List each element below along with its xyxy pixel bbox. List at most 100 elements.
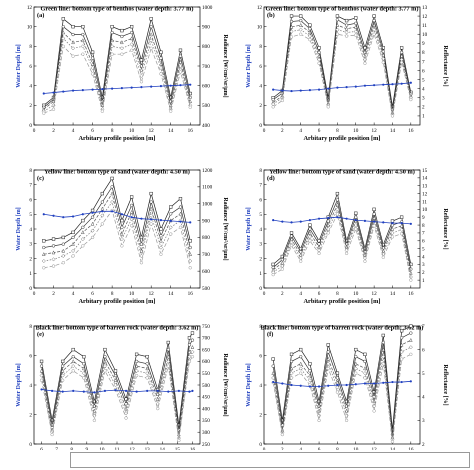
series-point: [177, 438, 181, 443]
y-tick-label: 4: [29, 83, 32, 89]
series-line: [43, 185, 191, 248]
water-depth-point: [409, 222, 412, 225]
series-point: [409, 331, 413, 335]
x-tick-label: 4: [72, 291, 75, 297]
water-depth-point: [382, 381, 385, 384]
y2-tick-label: 1: [422, 278, 425, 284]
series-line: [272, 198, 412, 270]
series-point: [71, 32, 75, 37]
water-depth-point: [130, 86, 133, 89]
series-point: [344, 251, 349, 256]
series-point: [113, 377, 118, 382]
series-point: [308, 362, 312, 366]
series-line: [272, 208, 412, 278]
series-point: [82, 376, 86, 380]
y-tick-label: 3: [259, 242, 262, 248]
series-point: [166, 364, 170, 368]
series-line: [41, 356, 193, 441]
series-point: [90, 61, 95, 66]
series-point: [149, 38, 154, 43]
series-point: [289, 243, 294, 248]
series-point: [335, 27, 340, 32]
x-tick-label: 4: [299, 291, 302, 297]
series-point: [372, 32, 376, 36]
series-point: [190, 349, 195, 355]
water-depth-point: [156, 389, 159, 392]
series-point: [61, 364, 65, 368]
series-point: [308, 373, 312, 378]
y2-tick-label: 7: [422, 324, 425, 330]
y2-tick-label: 6: [422, 68, 425, 74]
series-point: [110, 38, 114, 43]
series-point: [139, 253, 144, 259]
water-depth-point: [111, 87, 114, 90]
panel-d: Yellow line: bottom type of sand (water …: [246, 168, 448, 305]
series-point: [372, 14, 376, 18]
water-depth-point: [140, 217, 143, 220]
series-point: [187, 343, 192, 347]
series-point: [90, 221, 95, 226]
x-axis-label: Arbitary profile position [m]: [78, 298, 155, 305]
series-point: [51, 250, 56, 255]
y2-tick-label: 2: [422, 105, 425, 111]
series-point: [354, 21, 358, 25]
series-point: [124, 406, 128, 411]
series-point: [178, 211, 183, 216]
y-tick-label: 0: [29, 286, 32, 292]
water-depth-point: [101, 210, 104, 213]
y2-tick-label: 5: [422, 77, 425, 83]
series-point: [90, 215, 95, 219]
series-point: [335, 202, 340, 207]
series-point: [178, 59, 183, 64]
x-tick-label: 2: [281, 128, 284, 134]
y2-tick-label: 14: [422, 176, 428, 182]
y2-tick-label: 600: [202, 269, 210, 275]
water-depth-point: [62, 216, 65, 219]
water-depth-point: [400, 222, 403, 225]
series-point: [363, 376, 367, 380]
series-point: [289, 19, 294, 24]
series-point: [169, 109, 173, 113]
y-tick-label: 7: [29, 183, 32, 189]
y-tick-label: 12: [257, 5, 263, 11]
series-point: [187, 336, 192, 340]
series-point: [39, 364, 44, 368]
series-point: [42, 239, 46, 243]
series-point: [188, 95, 192, 100]
series-point: [399, 215, 404, 219]
series-point: [71, 230, 75, 235]
water-depth-point: [124, 389, 128, 392]
series-point: [399, 336, 404, 340]
series-point: [149, 200, 153, 204]
y2-tick-label: 6: [422, 239, 425, 245]
series-point: [399, 349, 404, 355]
series-point: [71, 40, 75, 45]
water-depth-point: [91, 88, 94, 91]
series-point: [344, 34, 349, 38]
series-point: [390, 226, 395, 231]
series-line: [272, 339, 411, 437]
x-axis-label: Arbitary profile position [m]: [303, 135, 380, 142]
y2-axis-label: Radiance [W/cm²/sr/μm]: [222, 353, 228, 416]
series-point: [149, 191, 153, 196]
series-point: [289, 231, 294, 235]
series-point: [60, 373, 65, 378]
water-depth-point: [91, 211, 94, 214]
series-point: [169, 95, 173, 100]
y2-tick-label: 4: [422, 254, 425, 260]
y2-axis-label: Reflectance [%]: [442, 208, 448, 249]
series-point: [119, 237, 124, 242]
water-depth-point: [354, 219, 357, 222]
series-point: [90, 228, 95, 233]
series-point: [51, 257, 56, 262]
series-point: [326, 343, 330, 347]
series-point: [381, 255, 385, 259]
series-point: [381, 340, 385, 345]
series-point: [110, 199, 115, 205]
x-tick-label: 4: [299, 447, 302, 450]
series-line: [272, 14, 412, 107]
series-point: [129, 216, 134, 221]
series-point: [166, 359, 171, 364]
series-point: [399, 357, 404, 361]
series-line: [272, 354, 411, 442]
